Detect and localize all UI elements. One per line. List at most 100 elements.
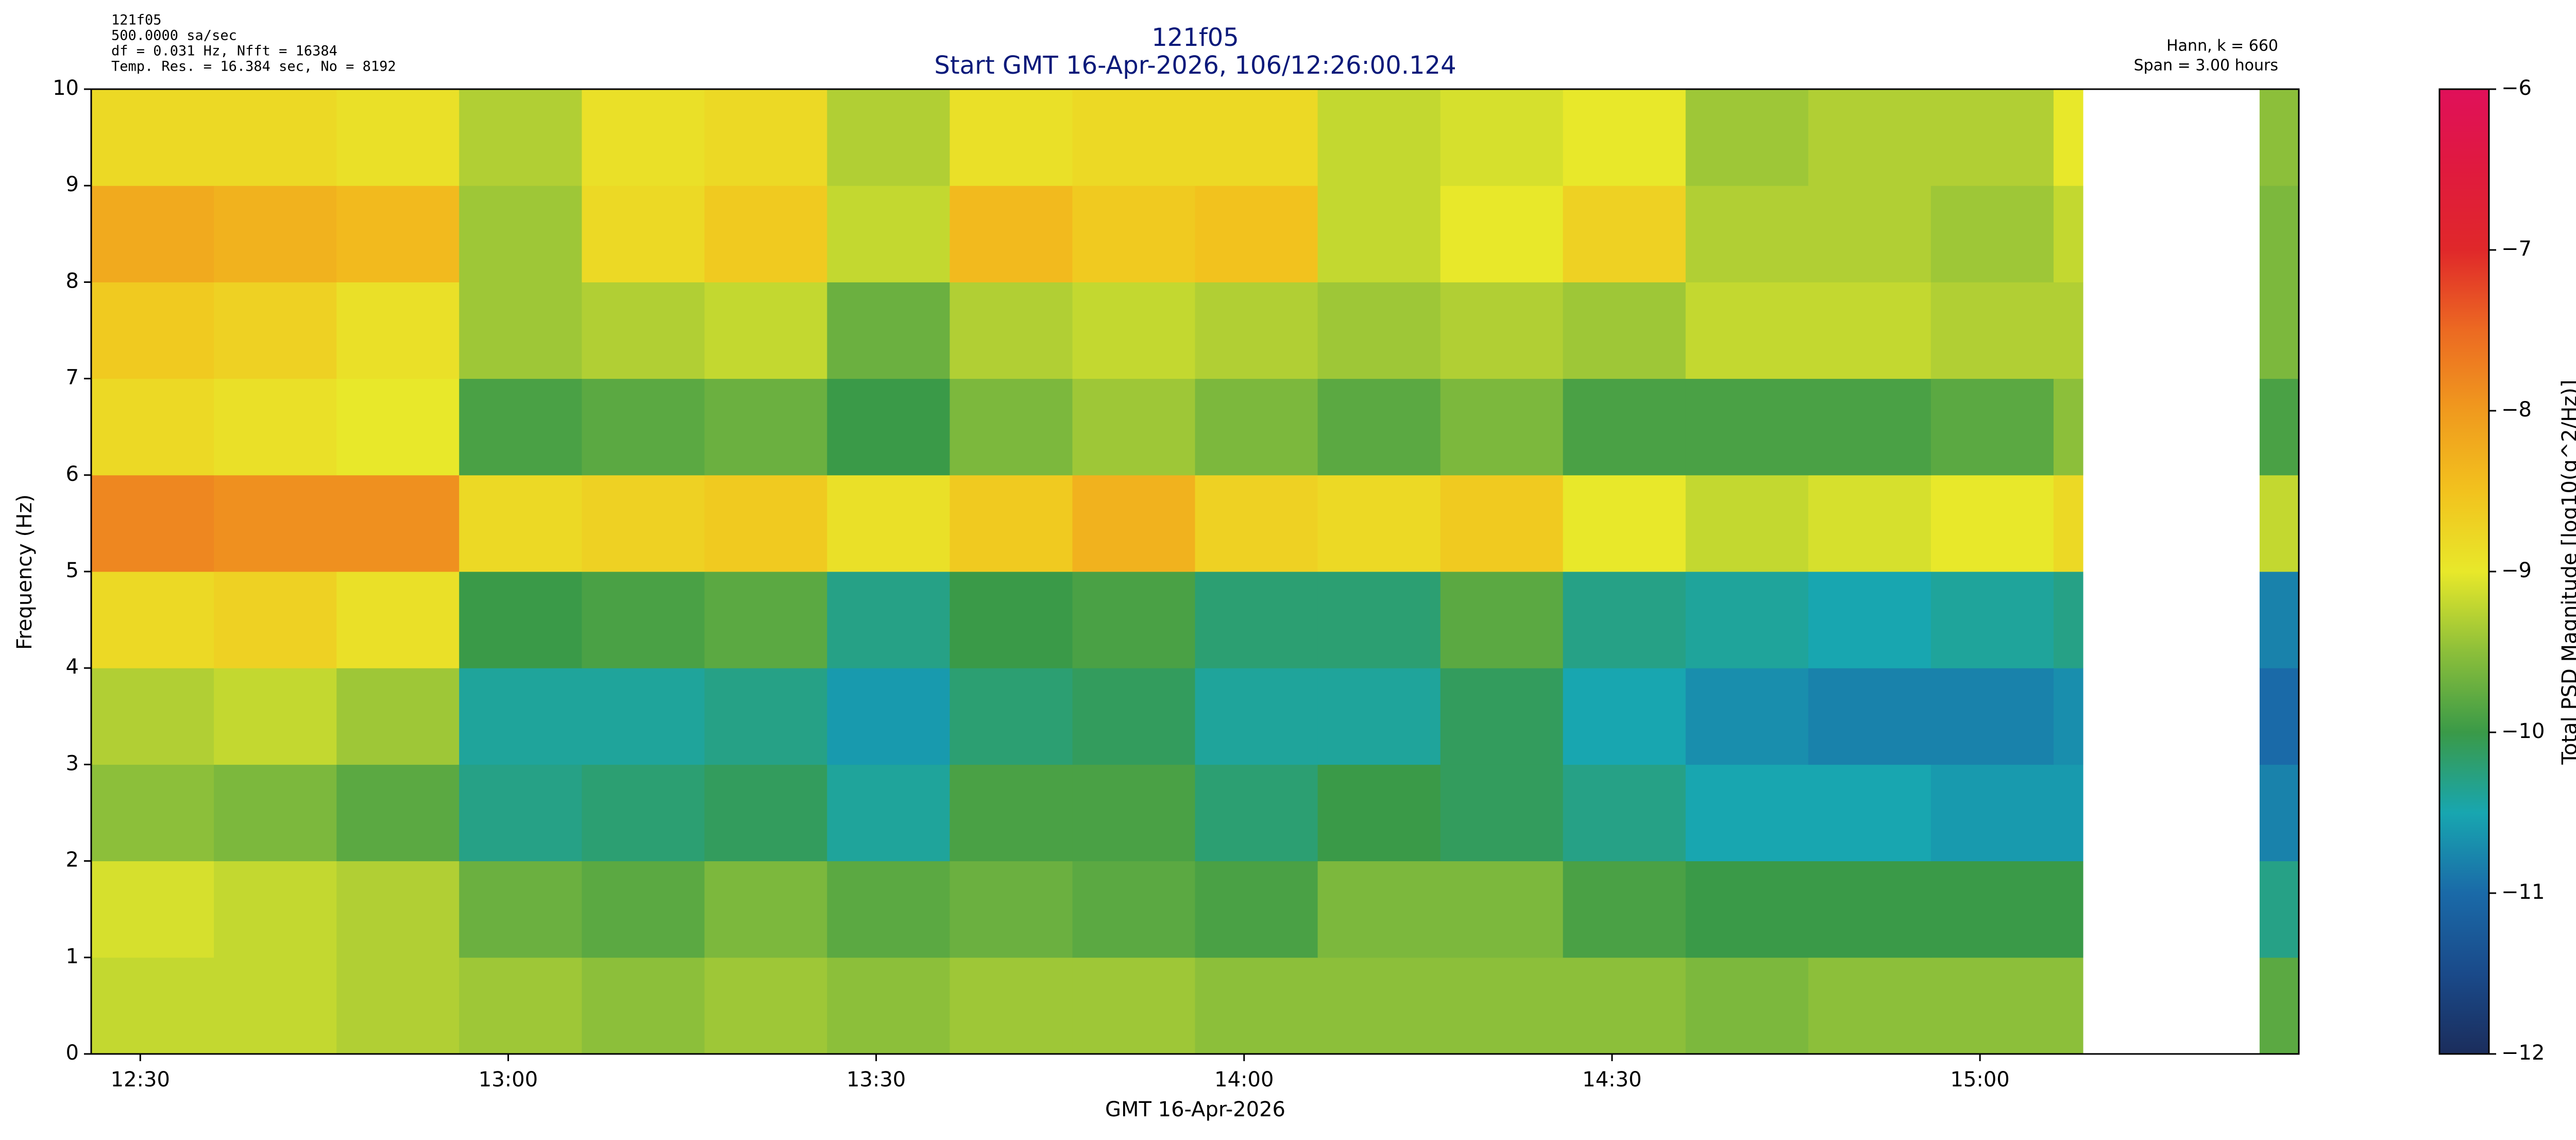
heatmap-cell [1563, 89, 1686, 186]
heatmap-cell [2053, 957, 2083, 1054]
heatmap-cell [214, 282, 337, 379]
heatmap-cell [1930, 378, 2054, 476]
heatmap-cell [1317, 89, 1441, 186]
heatmap-cell [1195, 861, 1318, 958]
heatmap-cell [827, 186, 950, 282]
heatmap-cell [1808, 475, 1931, 572]
heatmap-cell [336, 282, 460, 379]
heatmap-cell [214, 475, 337, 572]
heatmap-cell [1317, 572, 1441, 668]
heatmap-cell [1930, 861, 2054, 958]
heatmap-cell [2259, 572, 2299, 668]
heatmap-cell [459, 764, 582, 862]
x-tick-label: 13:00 [479, 1068, 538, 1092]
heatmap-cell [1317, 957, 1441, 1054]
heatmap-cell [2259, 957, 2299, 1054]
y-tick-label: 8 [66, 269, 79, 293]
heatmap-cell [1808, 668, 1931, 765]
heatmap-cell [1195, 668, 1318, 765]
heatmap-cell [1930, 957, 2054, 1054]
heatmap-cell [1808, 861, 1931, 958]
heatmap-cell [2259, 668, 2299, 765]
heatmap-cell [214, 378, 337, 476]
heatmap-cell [827, 668, 950, 765]
heatmap-cell [1195, 764, 1318, 862]
heatmap-cell [950, 89, 1073, 186]
heatmap-cell [1563, 764, 1686, 862]
heatmap-cell [336, 572, 460, 668]
heatmap-cell [950, 764, 1073, 862]
heatmap-cell [1930, 475, 2054, 572]
heatmap-cell [1440, 572, 1564, 668]
heatmap-cell [1195, 957, 1318, 1054]
heatmap-cell [1072, 186, 1195, 282]
heatmap-cell [336, 89, 460, 186]
heatmap-cell [1072, 668, 1195, 765]
heatmap-cell [91, 186, 214, 282]
heatmap-cell [1563, 572, 1686, 668]
heatmap-cell [1930, 282, 2054, 379]
heatmap-cell [2053, 861, 2083, 958]
heatmap-cell [91, 89, 214, 186]
heatmap-cell [704, 572, 827, 668]
heatmap-cell [1440, 668, 1564, 765]
colorbar-tick-label: −11 [2501, 880, 2545, 904]
header-info: 500.0000 sa/sec [111, 28, 237, 44]
heatmap-cell [1440, 475, 1564, 572]
heatmap-cell [582, 668, 705, 765]
heatmap-cell [1072, 957, 1195, 1054]
y-tick-label: 9 [66, 173, 79, 196]
heatmap-cell [1440, 186, 1564, 282]
x-tick-label: 14:30 [1582, 1068, 1641, 1092]
heatmap-cell [2053, 186, 2083, 282]
heatmap-cell [827, 572, 950, 668]
heatmap-cell [2259, 861, 2299, 958]
heatmap-cell [1317, 764, 1441, 862]
heatmap-cell [91, 572, 214, 668]
heatmap-cell [1563, 475, 1686, 572]
heatmap-cell [582, 957, 705, 1054]
colorbar-tick-label: −10 [2501, 719, 2545, 743]
heatmap-cell [459, 572, 582, 668]
heatmap-cell [950, 475, 1073, 572]
heatmap-cell [1072, 475, 1195, 572]
heatmap-cell [459, 861, 582, 958]
heatmap-cell [2259, 764, 2299, 862]
heatmap-cell [704, 378, 827, 476]
heatmap-cell [336, 378, 460, 476]
y-tick-label: 1 [66, 945, 79, 968]
heatmap-cell [214, 764, 337, 862]
heatmap-cell [1072, 378, 1195, 476]
colorbar-label: Total PSD Magnitude [log10(g^2/Hz)] [2558, 380, 2576, 765]
heatmap-cell [214, 572, 337, 668]
colorbar-tick-label: −12 [2501, 1041, 2545, 1065]
heatmap-cell [1072, 572, 1195, 668]
heatmap-cell [1317, 186, 1441, 282]
heatmap-cell [1440, 282, 1564, 379]
heatmap-cell [1685, 378, 1809, 476]
heatmap-cell [827, 282, 950, 379]
header-info: df = 0.031 Hz, Nfft = 16384 [111, 43, 337, 59]
heatmap-cell [1563, 957, 1686, 1054]
heatmap-cell [1808, 378, 1931, 476]
y-tick-label: 5 [66, 559, 79, 582]
heatmap-cell [1930, 764, 2054, 862]
heatmap-cell [582, 186, 705, 282]
heatmap-cell [1685, 764, 1809, 862]
heatmap-cell [1563, 668, 1686, 765]
y-axis-label: Frequency (Hz) [13, 494, 37, 650]
heatmap-cell [1685, 861, 1809, 958]
heatmap-cell [582, 572, 705, 668]
heatmap-cell [2053, 668, 2083, 765]
chart-subtitle: Start GMT 16-Apr-2026, 106/12:26:00.124 [934, 51, 1456, 80]
header-info: Hann, k = 660 [2166, 37, 2278, 55]
heatmap-cell [91, 282, 214, 379]
heatmap-cell [582, 378, 705, 476]
heatmap-cell [950, 378, 1073, 476]
y-tick-label: 0 [66, 1041, 79, 1065]
x-tick-label: 12:30 [111, 1068, 170, 1092]
x-tick-label: 14:00 [1214, 1068, 1274, 1092]
heatmap-cell [336, 186, 460, 282]
heatmap-cell [336, 861, 460, 958]
header-info: 121f05 [111, 12, 162, 28]
